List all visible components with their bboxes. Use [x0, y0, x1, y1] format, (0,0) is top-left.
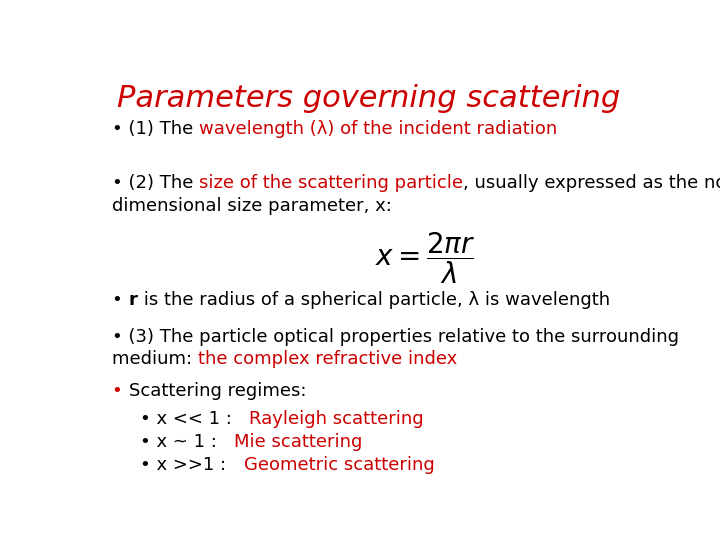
- Text: • x << 1 :: • x << 1 :: [140, 410, 249, 428]
- Text: size of the scattering particle: size of the scattering particle: [199, 174, 464, 192]
- Text: • x ~ 1 :: • x ~ 1 :: [140, 433, 234, 451]
- Text: • (3) The particle optical properties relative to the surrounding: • (3) The particle optical properties re…: [112, 328, 679, 346]
- Text: is the radius of a spherical particle, λ is wavelength: is the radius of a spherical particle, λ…: [138, 291, 610, 309]
- Text: •: •: [112, 291, 129, 309]
- Text: medium:: medium:: [112, 350, 198, 368]
- Text: $x = \dfrac{2\pi r}{\lambda}$: $x = \dfrac{2\pi r}{\lambda}$: [374, 230, 475, 286]
- Text: dimensional size parameter, x:: dimensional size parameter, x:: [112, 197, 392, 215]
- Text: • x >>1 :: • x >>1 :: [140, 456, 243, 474]
- Text: • (2) The: • (2) The: [112, 174, 199, 192]
- Text: the complex refractive index: the complex refractive index: [198, 350, 457, 368]
- Text: wavelength (λ) of the incident radiation: wavelength (λ) of the incident radiation: [199, 120, 557, 138]
- Text: r: r: [129, 291, 138, 309]
- Text: •: •: [112, 382, 129, 400]
- Text: Rayleigh scattering: Rayleigh scattering: [249, 410, 424, 428]
- Text: Scattering regimes:: Scattering regimes:: [129, 382, 306, 400]
- Text: Mie scattering: Mie scattering: [234, 433, 363, 451]
- Text: • (1) The: • (1) The: [112, 120, 199, 138]
- Text: Geometric scattering: Geometric scattering: [243, 456, 434, 474]
- Text: , usually expressed as the non-: , usually expressed as the non-: [464, 174, 720, 192]
- Text: Parameters governing scattering: Parameters governing scattering: [117, 84, 621, 112]
